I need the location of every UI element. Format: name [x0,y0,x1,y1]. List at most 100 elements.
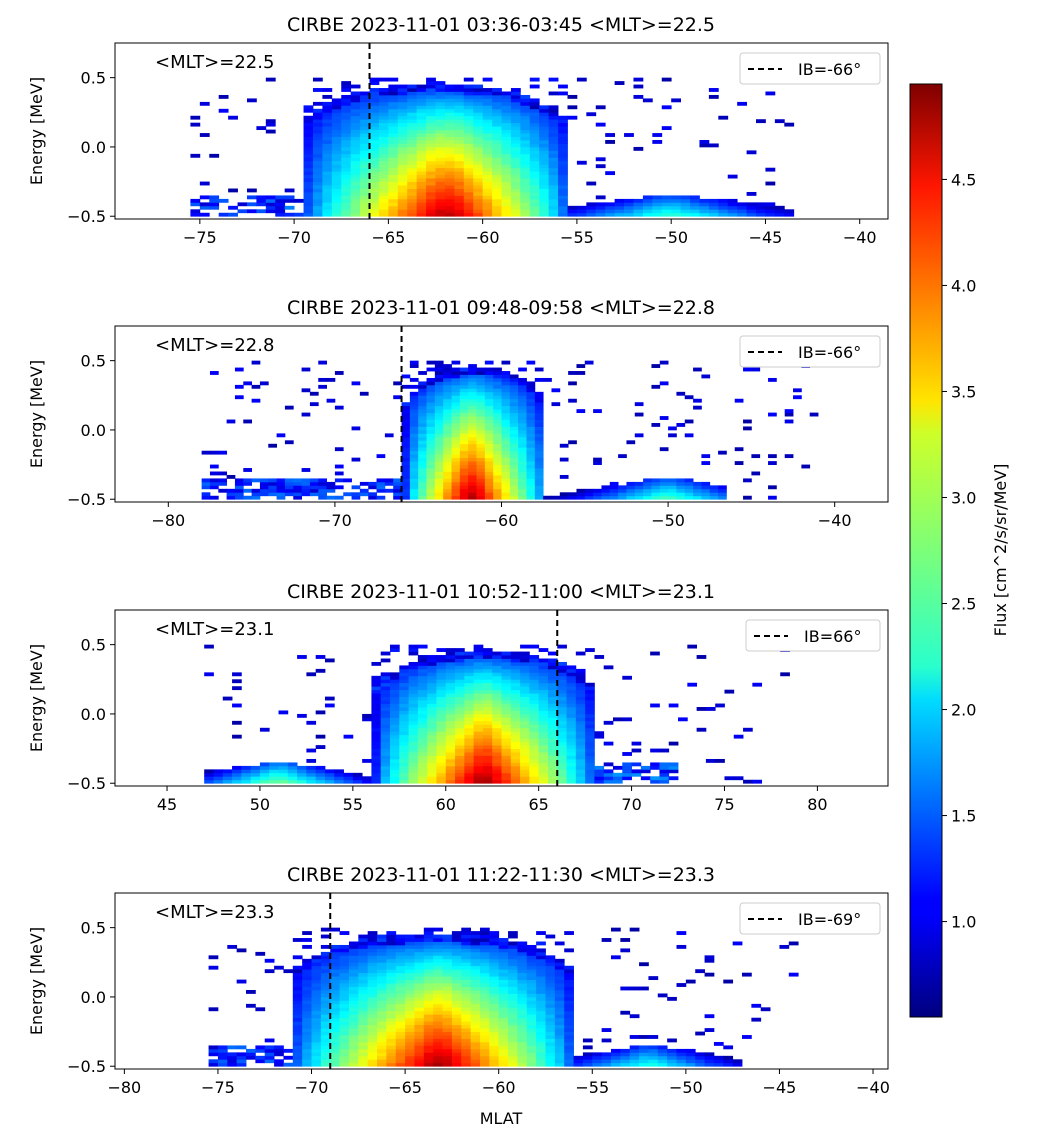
heat-cell [459,384,469,389]
heat-cell [350,91,361,96]
heat-cell [348,941,359,946]
heat-cell [657,1045,668,1050]
heat-cell [520,212,531,217]
heat-cell [489,972,500,977]
heat-cell [358,938,369,942]
heat-cell [547,776,558,781]
heat-cell [727,209,738,214]
heat-cell [334,478,344,483]
heat-cell [416,191,427,196]
heat-cell [405,944,415,949]
heat-cell [470,951,481,956]
heat-cell [501,731,512,736]
heat-cell [493,450,502,455]
heat-cell [510,755,521,760]
heat-cell [594,776,605,781]
heat-cell [690,209,700,214]
heat-cell [395,1048,406,1053]
heat-cell [312,129,323,134]
heat-cell [312,126,323,131]
heat-cell [443,478,452,483]
heat-cell [322,191,333,196]
heat-cell [501,474,511,479]
heat-cell [436,679,447,684]
heat-cell [380,738,391,743]
heat-cell [631,772,642,777]
heat-cell [436,682,447,687]
heat-cell [518,433,527,438]
heat-cell [232,776,242,781]
heat-cell [407,153,418,158]
heat-cell [526,384,536,389]
heat-cell [399,772,409,777]
heat-cell [539,112,550,117]
heat-cell [534,468,544,472]
heat-cell [442,990,453,994]
heat-cell [501,461,511,465]
heat-cell [414,958,425,963]
heat-cell [498,1017,509,1022]
heat-cell [661,209,672,214]
heat-cell [534,457,544,462]
heat-cell [639,1062,649,1067]
heat-cell [443,371,452,375]
heat-cell [594,779,605,784]
heat-cell [302,1000,312,1005]
heat-cell [322,112,333,117]
heat-cell [418,371,427,375]
heat-cell [358,1024,369,1029]
heat-cell [320,1021,331,1026]
heat-cell [435,198,446,203]
heat-cell [358,1062,369,1067]
heat-cell [386,1021,397,1026]
heat-cell [330,976,340,981]
heat-cell [529,143,540,148]
heat-cell [493,402,502,407]
heat-cell [473,734,484,739]
heat-cell [358,969,369,974]
heat-cell [557,672,567,677]
heat-cell [444,88,455,92]
heat-cell [501,171,512,176]
x-tick-label: 50 [250,795,270,814]
heat-cell [454,122,465,127]
heat-cell [417,779,428,784]
heat-cell [303,108,314,113]
heat-cell [434,391,444,396]
heat-cell [377,951,387,956]
heat-cell [575,776,586,781]
heat-cell [633,77,644,82]
heat-cell [498,1028,509,1032]
heat-cell [545,1028,556,1032]
heat-cell [433,962,443,967]
heat-cell [444,212,455,217]
heat-cell [303,153,314,158]
heat-cell [629,1062,640,1067]
heat-cell [622,675,632,680]
heat-cell [526,478,536,483]
heat-cell [479,979,490,984]
heat-cell [651,492,661,497]
heat-cell [526,416,536,420]
heat-cell [464,710,475,715]
heat-cell [517,990,528,994]
heat-cell [426,198,436,203]
heat-cell [297,765,307,770]
heat-cell [510,126,521,131]
heat-cell [311,1031,322,1036]
heat-cell [311,1059,322,1064]
heat-cell [312,108,323,113]
heat-cell [237,202,248,207]
heat-cell [320,1059,331,1064]
heat-cell [435,129,446,134]
heat-cell [695,1031,705,1036]
heat-cell [557,755,567,760]
heat-cell [684,419,694,424]
heat-cell [414,965,425,970]
heat-cell [377,934,387,939]
heat-cell [407,209,418,214]
y-axis-label: Energy [MeV] [27,644,46,752]
heat-cell [386,1041,397,1046]
heat-cell [451,391,461,396]
heat-cell [397,136,408,141]
